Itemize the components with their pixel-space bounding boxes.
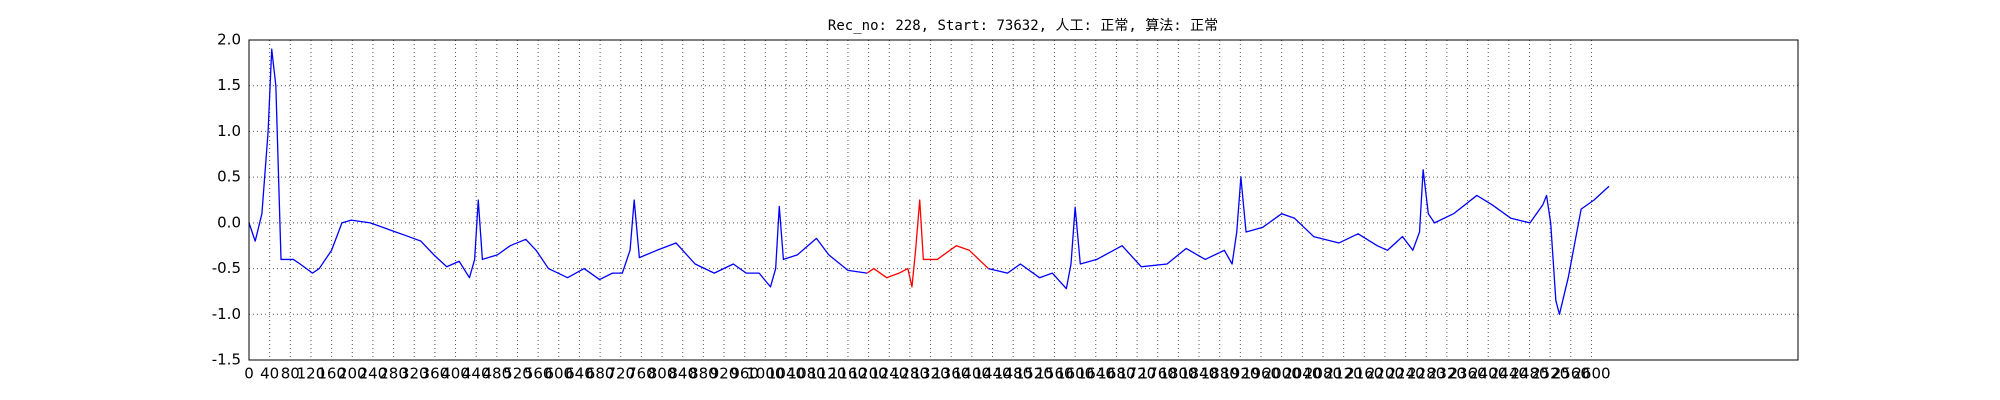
x-tick-label: 2000 [1263, 365, 1301, 383]
x-tick-label: 1360 [932, 365, 970, 383]
x-tick-label: 2360 [1448, 365, 1486, 383]
x-tick-label: 400 [441, 365, 470, 383]
x-tick-label: 2080 [1304, 365, 1342, 383]
x-tick-label: 1520 [1015, 365, 1053, 383]
x-tick-label: 2440 [1490, 365, 1528, 383]
x-tick-label: 360 [421, 365, 450, 383]
chart-title: Rec_no: 228, Start: 73632, 人工: 正常, 算法: 正… [828, 18, 1218, 34]
x-tick-label: 200 [338, 365, 367, 383]
x-tick-label: 1440 [973, 365, 1011, 383]
x-tick-label: 1760 [1139, 365, 1177, 383]
x-tick-label: 1400 [953, 365, 991, 383]
x-tick-label: 2160 [1345, 365, 1383, 383]
x-tick-label: 680 [586, 365, 615, 383]
x-tick-label: 1720 [1118, 365, 1156, 383]
x-tick-label: 2600 [1572, 365, 1610, 383]
x-tick-label: 240 [359, 365, 388, 383]
x-tick-label: 1560 [1035, 365, 1073, 383]
signal-line [248, 48, 1610, 315]
signal-line [866, 199, 989, 288]
x-tick-label: 1280 [891, 365, 929, 383]
x-tick-label: 1840 [1180, 365, 1218, 383]
x-tick-label: 1480 [994, 365, 1032, 383]
y-tick-label: 1.0 [217, 122, 241, 140]
x-tick-label: 2480 [1510, 365, 1548, 383]
x-tick-label: 2560 [1552, 365, 1590, 383]
x-tick-label: 520 [503, 365, 532, 383]
x-tick-label: 1000 [746, 365, 784, 383]
y-tick-label: -1.5 [212, 351, 241, 369]
y-tick-label: 0.0 [217, 213, 241, 231]
x-tick-label: 40 [260, 365, 279, 383]
x-tick-label: 2240 [1386, 365, 1424, 383]
x-tick-label: 800 [648, 365, 677, 383]
x-tick-label: 1320 [911, 365, 949, 383]
x-tick-label: 1600 [1056, 365, 1094, 383]
x-tick-label: 2200 [1366, 365, 1404, 383]
x-tick-label: 320 [400, 365, 429, 383]
x-tick-label: 0 [244, 365, 254, 383]
x-tick-label: 1960 [1242, 365, 1280, 383]
x-tick-label: 1120 [808, 365, 846, 383]
x-tick-label: 2280 [1407, 365, 1445, 383]
x-tick-label: 1040 [767, 365, 805, 383]
y-tick-label: -1.0 [212, 305, 241, 323]
x-tick-label: 1800 [1159, 365, 1197, 383]
x-tick-label: 280 [379, 365, 408, 383]
x-tick-label: 1680 [1097, 365, 1135, 383]
x-tick-label: 120 [297, 365, 326, 383]
y-tick-label: 2.0 [217, 31, 241, 49]
x-tick-label: 560 [524, 365, 553, 383]
x-tick-label: 920 [710, 365, 739, 383]
x-tick-label: 160 [317, 365, 346, 383]
x-tick-label: 480 [483, 365, 512, 383]
x-tick-label: 1640 [1077, 365, 1115, 383]
x-tick-label: 2320 [1428, 365, 1466, 383]
x-tick-label: 760 [627, 365, 656, 383]
x-tick-label: 880 [689, 365, 718, 383]
x-tick-label: 600 [544, 365, 573, 383]
x-tick-label: 960 [730, 365, 759, 383]
y-tick-label: -0.5 [212, 259, 241, 277]
x-tick-label: 1160 [829, 365, 867, 383]
x-tick-label: 2400 [1469, 365, 1507, 383]
x-tick-label: 80 [281, 365, 300, 383]
y-tick-label: 0.5 [217, 168, 241, 186]
x-tick-label: 1920 [1221, 365, 1259, 383]
plot-frame [248, 39, 1799, 361]
x-tick-label: 640 [565, 365, 594, 383]
x-tick-label: 2520 [1531, 365, 1569, 383]
y-tick-label: 1.5 [217, 76, 241, 94]
x-tick-label: 2120 [1325, 365, 1363, 383]
x-tick-label: 440 [462, 365, 491, 383]
x-tick-label: 1200 [850, 365, 888, 383]
x-tick-label: 720 [606, 365, 635, 383]
x-tick-label: 1240 [870, 365, 908, 383]
x-tick-label: 1880 [1201, 365, 1239, 383]
x-tick-label: 2040 [1283, 365, 1321, 383]
x-tick-label: 840 [668, 365, 697, 383]
x-tick-label: 1080 [788, 365, 826, 383]
